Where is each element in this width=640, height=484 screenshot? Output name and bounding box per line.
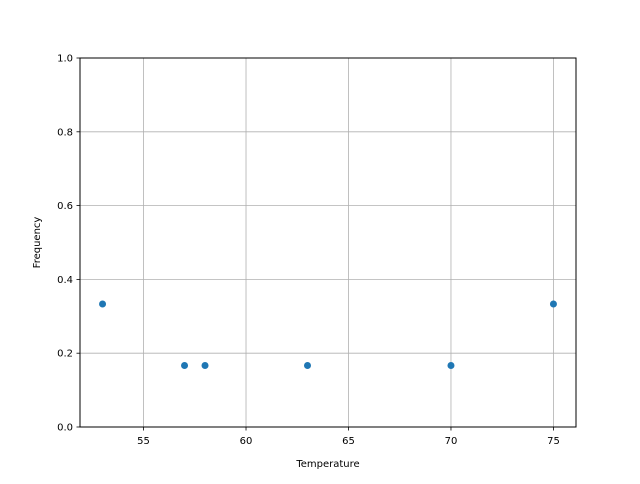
grid bbox=[80, 57, 576, 428]
data-point bbox=[201, 361, 209, 369]
y-tick-label: 0.4 bbox=[57, 275, 73, 286]
x-tick-label: 55 bbox=[137, 436, 150, 447]
x-axis-label: Temperature bbox=[295, 459, 359, 470]
y-axis-label: Frequency bbox=[32, 217, 43, 269]
x-tick-label: 75 bbox=[547, 436, 560, 447]
data-point bbox=[99, 300, 107, 308]
y-tick-label: 0.2 bbox=[57, 349, 73, 360]
x-tick-label: 70 bbox=[445, 436, 458, 447]
y-tick-label: 0.8 bbox=[57, 127, 73, 138]
x-tick-label: 65 bbox=[342, 436, 355, 447]
y-tick-label: 1.0 bbox=[57, 54, 73, 65]
ticks: 55 60 65 70 75 0.0 0.2 0.4 0.6 0.8 1.0 bbox=[57, 54, 560, 448]
data-point bbox=[447, 361, 455, 369]
data-point bbox=[549, 300, 557, 308]
y-tick-label: 0.0 bbox=[57, 423, 73, 434]
data-points bbox=[99, 300, 557, 369]
plot-frame bbox=[79, 57, 577, 428]
y-tick-label: 0.6 bbox=[57, 201, 73, 212]
data-point bbox=[181, 361, 189, 369]
x-tick-label: 60 bbox=[240, 436, 253, 447]
data-point bbox=[304, 361, 312, 369]
